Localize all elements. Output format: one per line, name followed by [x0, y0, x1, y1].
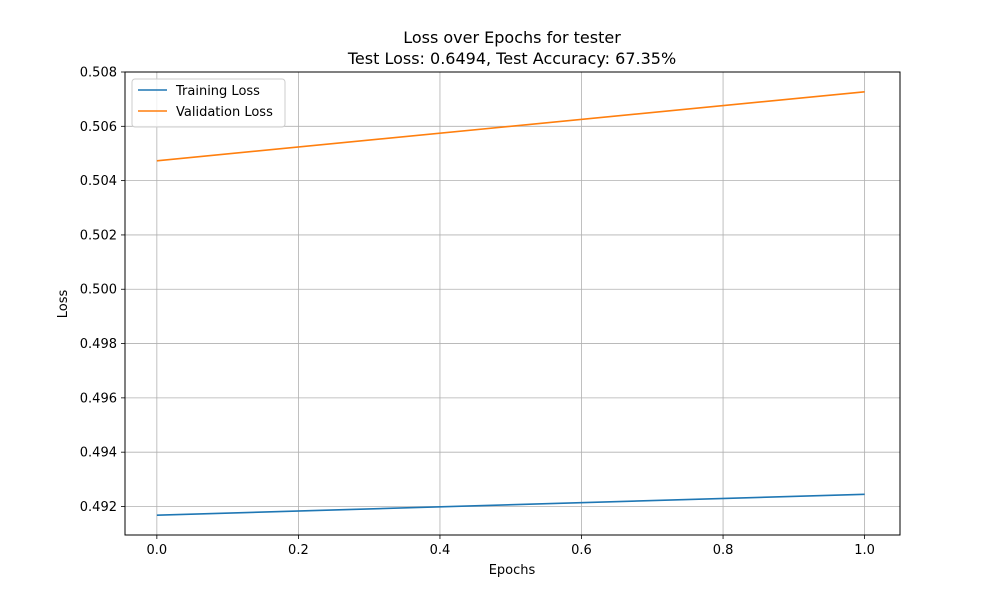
- x-axis-label: Epochs: [489, 563, 536, 578]
- y-tick-label: 0.496: [80, 391, 117, 406]
- y-tick-label: 0.508: [80, 66, 117, 81]
- x-axis-ticks: 0.0 0.2 0.4 0.6 0.8 1.0: [147, 535, 875, 558]
- x-tick-label: 0.0: [147, 543, 168, 558]
- y-tick-label: 0.502: [80, 228, 117, 243]
- x-tick-label: 0.2: [288, 543, 309, 558]
- y-tick-label: 0.500: [80, 283, 117, 298]
- series-line-validation-loss: [156, 91, 865, 162]
- legend: Training Loss Validation Loss: [131, 78, 286, 128]
- plot-area-frame: [124, 71, 901, 536]
- legend-label-training-loss: Training Loss: [175, 84, 260, 99]
- x-tick-label: 0.4: [430, 543, 451, 558]
- y-tick-label: 0.494: [80, 446, 117, 461]
- y-tick-label: 0.492: [80, 500, 117, 515]
- legend-box: [131, 78, 286, 128]
- y-tick-label: 0.506: [80, 120, 117, 135]
- x-tick-label: 1.0: [854, 543, 875, 558]
- chart-title: Loss over Epochs for tester: [403, 28, 621, 47]
- y-axis-ticks: 0.492 0.494 0.496 0.498 0.500 0.502 0.504 0.506…: [80, 66, 125, 515]
- y-tick-label: 0.498: [80, 337, 117, 352]
- legend-label-validation-loss: Validation Loss: [176, 105, 273, 120]
- x-tick-label: 0.8: [713, 543, 734, 558]
- y-axis-label: Loss: [56, 290, 71, 319]
- y-tick-label: 0.504: [80, 174, 117, 189]
- grid-lines: [125, 71, 900, 535]
- series-lines: [156, 91, 865, 516]
- x-tick-label: 0.6: [571, 543, 592, 558]
- chart-subtitle: Test Loss: 0.6494, Test Accuracy: 67.35%: [347, 49, 676, 68]
- series-line-training-loss: [156, 493, 865, 516]
